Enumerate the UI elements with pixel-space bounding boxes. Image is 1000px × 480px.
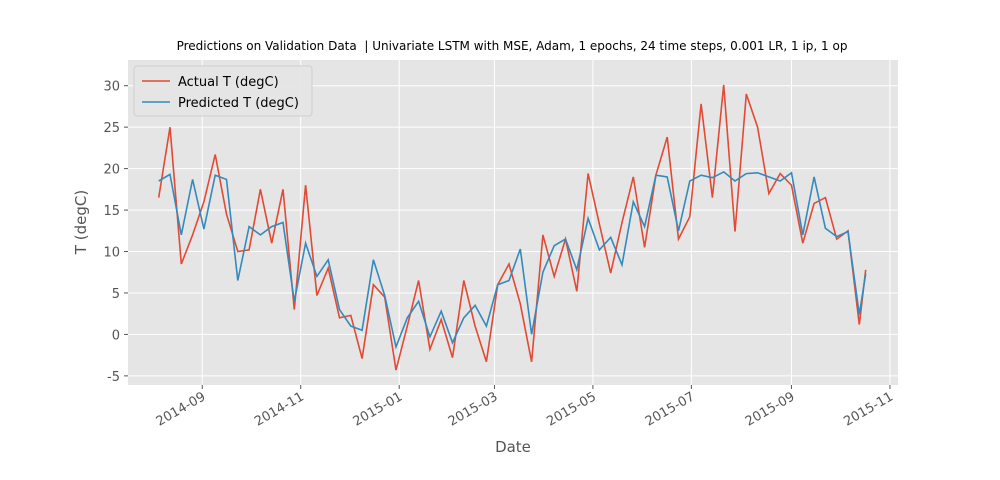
y-tick-label: 20 [103, 163, 120, 178]
y-tick-label: 15 [103, 204, 120, 219]
legend-label: Actual T (degC) [178, 75, 279, 90]
y-tick-label: -5 [107, 370, 120, 385]
legend-label: Predicted T (degC) [178, 96, 299, 111]
x-tick-label: 2015-07 [643, 389, 698, 429]
y-tick-label: 25 [103, 121, 120, 136]
x-tick-label: 2014-09 [154, 389, 209, 429]
x-axis-label: Date [495, 438, 531, 456]
x-tick-label: 2015-03 [446, 389, 501, 429]
y-tick-label: 10 [103, 246, 120, 261]
y-axis-label: T (degC) [72, 190, 90, 255]
legend-box [133, 65, 313, 117]
x-tick-label: 2015-11 [841, 389, 896, 429]
data-line [158, 170, 867, 350]
y-tick-label: 30 [103, 80, 120, 95]
y-tick-label: 5 [112, 287, 120, 302]
data-line [157, 84, 867, 371]
y-tick-label: 0 [112, 328, 120, 343]
x-tick-label: 2015-01 [351, 389, 406, 429]
x-tick-label: 2014-11 [252, 389, 307, 429]
x-tick-label: 2015-09 [743, 389, 798, 429]
x-tick-label: 2015-05 [544, 389, 599, 429]
chart-title: Predictions on Validation Data | Univari… [177, 39, 848, 53]
